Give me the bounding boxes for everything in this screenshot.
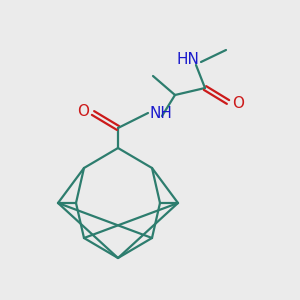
Text: NH: NH bbox=[150, 106, 172, 121]
Text: HN: HN bbox=[177, 52, 200, 68]
Text: O: O bbox=[232, 97, 244, 112]
Text: O: O bbox=[77, 103, 89, 118]
